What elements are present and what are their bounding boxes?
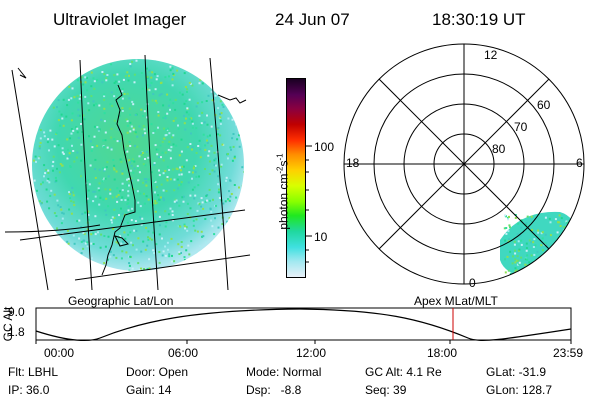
colorbar-tick-100: 100 <box>314 140 335 154</box>
seq-info: Seq: 39 <box>365 383 407 397</box>
coastline <box>17 67 247 276</box>
mode-info: Mode: Normal <box>246 365 322 379</box>
geo-grid-lines <box>4 54 251 291</box>
altitude-frame <box>35 307 572 341</box>
gain-info: Gain: 14 <box>126 383 172 397</box>
x-tick-4: 23:59 <box>553 346 584 360</box>
door-info: Door: Open <box>126 365 189 379</box>
glat-info: GLat: -31.9 <box>486 365 547 379</box>
filter-info: Flt: LBHL <box>8 365 59 379</box>
x-tick-0: 00:00 <box>44 346 75 360</box>
x-tick-3: 18:00 <box>427 346 458 360</box>
altitude-low-tick: 1.8 <box>8 325 25 339</box>
mlt-6-label: 6 <box>576 156 583 170</box>
mlat-60-label: 60 <box>537 98 551 112</box>
dsp-info: Dsp: -8.8 <box>246 383 302 397</box>
date-label: 24 Jun 07 <box>275 10 350 29</box>
mlt-12-label: 12 <box>484 48 498 62</box>
colorbar-tick-10: 10 <box>314 230 328 244</box>
mlt-18-label: 18 <box>346 156 360 170</box>
mlt-0-label: 0 <box>469 276 476 290</box>
gc-alt-info: GC Alt: 4.1 Re <box>365 365 442 379</box>
altitude-curve <box>35 308 572 342</box>
colorbar <box>286 78 306 278</box>
mlat-70-label: 70 <box>514 120 528 134</box>
polar-panel-label: Apex MLat/MLT <box>414 294 498 308</box>
x-tick-1: 06:00 <box>168 346 199 360</box>
glon-info: GLon: 128.7 <box>486 383 553 397</box>
time-label: 18:30:19 UT <box>432 10 526 29</box>
geo-panel-label: Geographic Lat/Lon <box>68 294 174 308</box>
instrument-title: Ultraviolet Imager <box>53 10 187 29</box>
x-tick-2: 12:00 <box>296 346 327 360</box>
mlat-80-label: 80 <box>492 142 506 156</box>
altitude-high-tick: 9.0 <box>8 305 25 319</box>
ip-info: IP: 36.0 <box>8 383 50 397</box>
